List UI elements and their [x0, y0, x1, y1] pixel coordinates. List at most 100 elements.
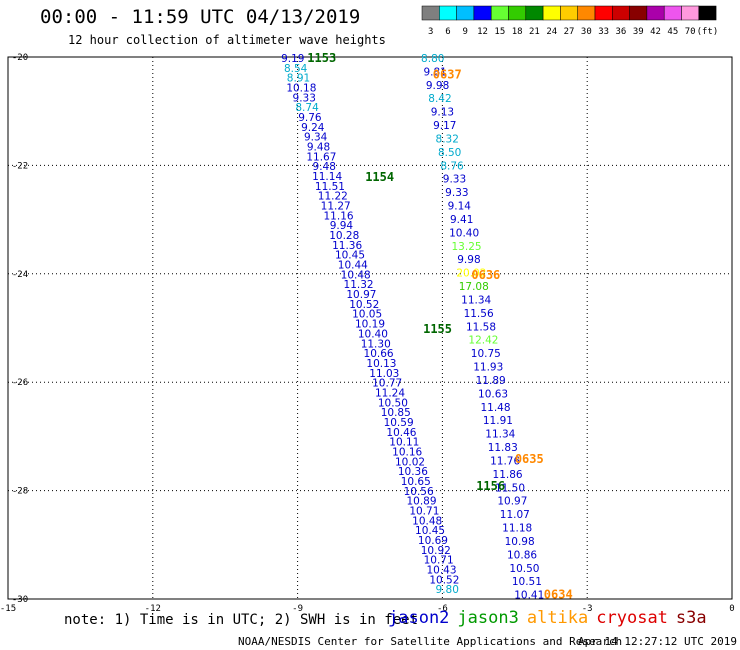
jason3-value-label: 10.45 [335, 250, 365, 262]
y-tick-label: -24 [12, 270, 28, 280]
altika-value-label: 11.76 [490, 455, 520, 467]
altika-value-label: 8.80 [421, 53, 444, 65]
altika-value-label: 10.98 [505, 536, 535, 548]
altika-value-label: 9.33 [443, 174, 466, 186]
y-tick-label: -28 [12, 487, 28, 497]
altika-value-label: 10.97 [497, 496, 527, 508]
jason3-value-label: 9.19 [281, 53, 304, 65]
altika-pass-label: 0637 [433, 67, 462, 81]
jason3-value-label: 9.24 [301, 122, 325, 134]
chart-subtitle: 12 hour collection of altimeter wave hei… [68, 33, 386, 47]
jason3-value-label: 9.94 [330, 220, 354, 232]
jason3-value-label: 10.46 [386, 427, 416, 439]
altika-value-label: 9.33 [445, 187, 468, 199]
jason3-value-label: 11.67 [306, 151, 336, 163]
legend-altika: altika [526, 608, 589, 628]
jason3-value-label: 10.16 [392, 446, 422, 458]
jason3-value-label: 11.51 [315, 181, 345, 193]
scale-swatch-16 [698, 5, 717, 21]
legend-cryosat: cryosat [596, 608, 668, 628]
chart-title: 00:00 - 11:59 UTC 04/13/2019 [40, 6, 361, 28]
altika-value-label: 11.83 [488, 442, 518, 454]
jason3-pass-label: 1156 [476, 479, 505, 493]
altika-value-label: 11.86 [493, 469, 523, 481]
altika-pass-label: 0634 [544, 588, 573, 602]
jason3-value-label: 10.02 [395, 456, 425, 468]
altika-value-label: 11.89 [476, 375, 506, 387]
scale-label-2: 9 [463, 27, 468, 37]
altika-value-label: 20.02 [456, 268, 486, 280]
x-tick-label: -12 [145, 604, 161, 614]
jason3-pass-label: 1153 [307, 51, 336, 65]
scale-label-3: 12 [477, 27, 488, 37]
altika-value-label: 10.51 [512, 576, 542, 588]
scale-label-12: 39 [633, 27, 644, 37]
scale-label-0: 3 [428, 27, 433, 37]
jason3-value-label: 10.44 [338, 260, 368, 272]
scale-label-6: 21 [529, 27, 540, 37]
altika-value-label: 9.81 [423, 66, 446, 78]
jason3-value-label: 10.85 [381, 407, 411, 419]
jason3-value-label: 10.11 [389, 437, 419, 449]
altika-value-label: 11.34 [461, 294, 491, 306]
color-scale: 3 6 9 12 15 18 21 24 27 30 33 36 39 42 45 70 (ft) [421, 5, 719, 37]
x-tick-label: -6 [437, 604, 448, 614]
altika-value-label: 12.42 [468, 335, 498, 347]
altika-value-label: 9.13 [431, 107, 454, 119]
scale-label-14: 45 [667, 27, 678, 37]
scale-label-9: 30 [581, 27, 592, 37]
note-text: note: 1) Time is in UTC; 2) SWH is in fe… [64, 612, 419, 628]
scale-label-8: 27 [564, 27, 575, 37]
jason3-value-label: 9.80 [436, 584, 459, 596]
jason3-value-label: 10.69 [418, 535, 448, 547]
jason3-value-label: 10.52 [429, 574, 459, 586]
jason3-value-label: 10.92 [421, 545, 451, 557]
jason3-value-label: 10.97 [346, 289, 376, 301]
jason3-value-label: 9.33 [293, 92, 316, 104]
jason3-value-label: 10.45 [415, 525, 445, 537]
jason3-value-label: 10.48 [341, 269, 371, 281]
x-tick-label: -3 [582, 604, 593, 614]
jason3-value-label: 10.77 [372, 378, 402, 390]
satellite-legend: jason2 jason3 altika cryosat s3a [388, 608, 715, 628]
jason3-value-label: 11.30 [361, 338, 391, 350]
jason3-value-label: 10.19 [355, 319, 385, 331]
jason3-value-label: 11.32 [344, 279, 374, 291]
credit-text: NOAA/NESDIS Center for Satellite Applica… [238, 635, 623, 648]
altika-value-label: 11.58 [466, 321, 496, 333]
jason3-value-label: 10.28 [329, 230, 359, 242]
x-tick-label: -9 [292, 604, 303, 614]
altika-value-label: 11.91 [483, 415, 513, 427]
altika-value-label: 10.40 [449, 227, 479, 239]
jason3-value-label: 10.05 [352, 309, 382, 321]
legend-jason3: jason3 [457, 608, 519, 628]
scale-label-7: 24 [546, 27, 557, 37]
jason3-value-label: 8.91 [287, 73, 310, 85]
altika-value-label: 11.07 [500, 509, 530, 521]
altika-value-label: 10.41 [514, 590, 544, 602]
altika-value-label: 10.86 [507, 549, 537, 561]
altika-value-label: 9.98 [457, 254, 480, 266]
jason3-value-label: 11.36 [332, 240, 362, 252]
jason3-value-label: 10.56 [404, 486, 434, 498]
scale-label-1: 6 [445, 27, 450, 37]
scale-label-16: (ft) [697, 27, 719, 37]
altika-value-label: 10.75 [471, 348, 501, 360]
y-tick-label: -22 [12, 161, 28, 171]
jason3-value-label: 11.03 [369, 368, 399, 380]
jason3-value-label: 9.34 [304, 132, 328, 144]
altika-value-label: 9.41 [450, 214, 473, 226]
jason3-value-label: 9.76 [298, 112, 322, 124]
scale-label-13: 42 [650, 27, 661, 37]
jason3-value-label: 8.74 [295, 102, 319, 114]
scale-label-10: 33 [598, 27, 609, 37]
x-tick-label: 0 [729, 604, 734, 614]
jason3-value-label: 11.24 [375, 387, 405, 399]
jason3-value-label: 11.27 [321, 201, 351, 213]
jason3-pass-label: 1155 [423, 322, 452, 336]
altika-value-label: 9.98 [426, 80, 449, 92]
altika-value-label: 13.25 [452, 241, 482, 253]
jason3-value-label: 10.13 [366, 358, 396, 370]
scale-label-5: 18 [512, 27, 523, 37]
